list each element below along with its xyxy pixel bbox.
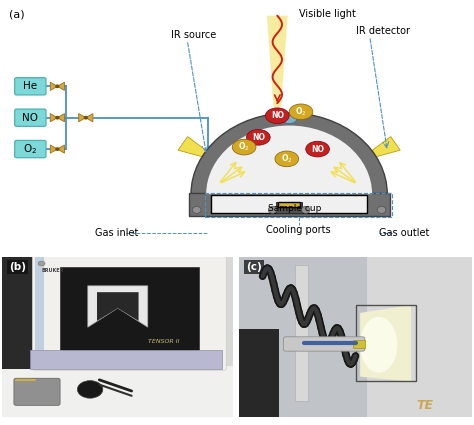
FancyBboxPatch shape <box>278 202 301 207</box>
Ellipse shape <box>246 130 270 145</box>
Ellipse shape <box>282 115 297 124</box>
Text: Cooling ports: Cooling ports <box>266 225 331 235</box>
Text: BRUKER: BRUKER <box>42 268 64 273</box>
Polygon shape <box>267 16 288 107</box>
FancyBboxPatch shape <box>239 329 279 416</box>
Text: He: He <box>23 81 37 91</box>
Text: O$_2$: O$_2$ <box>23 142 37 156</box>
Text: (a): (a) <box>9 10 24 20</box>
FancyBboxPatch shape <box>239 257 472 416</box>
Text: IR source: IR source <box>171 30 216 40</box>
Text: NO: NO <box>252 133 265 142</box>
Polygon shape <box>57 145 64 153</box>
Ellipse shape <box>232 139 256 155</box>
Circle shape <box>56 85 59 88</box>
FancyBboxPatch shape <box>2 257 44 369</box>
Text: Visible light: Visible light <box>299 8 356 19</box>
Text: TE: TE <box>417 399 434 412</box>
Ellipse shape <box>360 317 397 373</box>
Polygon shape <box>57 82 64 91</box>
Polygon shape <box>50 82 57 91</box>
Text: NO: NO <box>22 113 38 123</box>
FancyBboxPatch shape <box>276 202 302 213</box>
Text: NO: NO <box>271 111 284 120</box>
Text: (c): (c) <box>246 262 262 272</box>
FancyBboxPatch shape <box>60 267 199 349</box>
Circle shape <box>268 207 277 213</box>
FancyBboxPatch shape <box>15 78 46 95</box>
Polygon shape <box>88 286 148 327</box>
Circle shape <box>56 116 59 119</box>
Circle shape <box>38 261 45 266</box>
Ellipse shape <box>306 141 329 157</box>
FancyBboxPatch shape <box>283 337 365 351</box>
Text: TENSOR II: TENSOR II <box>148 339 180 344</box>
FancyBboxPatch shape <box>32 255 226 370</box>
Wedge shape <box>206 125 372 194</box>
Circle shape <box>77 381 103 398</box>
Circle shape <box>84 116 87 119</box>
Ellipse shape <box>289 104 313 120</box>
Polygon shape <box>50 113 57 122</box>
FancyBboxPatch shape <box>35 257 44 369</box>
Text: Sample cup: Sample cup <box>268 204 321 213</box>
FancyBboxPatch shape <box>189 193 390 216</box>
FancyBboxPatch shape <box>2 366 233 416</box>
Ellipse shape <box>275 151 299 167</box>
Polygon shape <box>79 113 86 122</box>
Text: O$_2$: O$_2$ <box>281 153 292 165</box>
Text: Gas outlet: Gas outlet <box>379 228 429 238</box>
FancyBboxPatch shape <box>15 140 46 158</box>
FancyBboxPatch shape <box>367 257 472 416</box>
Text: Gas inlet: Gas inlet <box>95 228 138 238</box>
FancyBboxPatch shape <box>30 349 222 369</box>
Polygon shape <box>360 305 411 382</box>
Text: O$_2$: O$_2$ <box>295 105 307 118</box>
Polygon shape <box>57 113 64 122</box>
FancyBboxPatch shape <box>353 340 365 348</box>
Circle shape <box>377 207 386 213</box>
Polygon shape <box>86 113 93 122</box>
Circle shape <box>301 207 310 213</box>
FancyBboxPatch shape <box>211 195 367 213</box>
FancyBboxPatch shape <box>15 109 46 126</box>
FancyBboxPatch shape <box>295 265 308 400</box>
Polygon shape <box>50 145 57 153</box>
Ellipse shape <box>265 108 289 124</box>
FancyBboxPatch shape <box>14 378 60 405</box>
Text: O$_2$: O$_2$ <box>238 141 250 153</box>
Text: IR detector: IR detector <box>356 26 410 37</box>
Wedge shape <box>191 113 387 194</box>
Polygon shape <box>178 136 206 157</box>
Text: NO: NO <box>311 144 324 153</box>
Text: (b): (b) <box>9 262 26 272</box>
Polygon shape <box>97 292 138 321</box>
Circle shape <box>56 148 59 150</box>
Polygon shape <box>372 136 400 157</box>
FancyBboxPatch shape <box>2 257 233 416</box>
Circle shape <box>192 207 201 213</box>
